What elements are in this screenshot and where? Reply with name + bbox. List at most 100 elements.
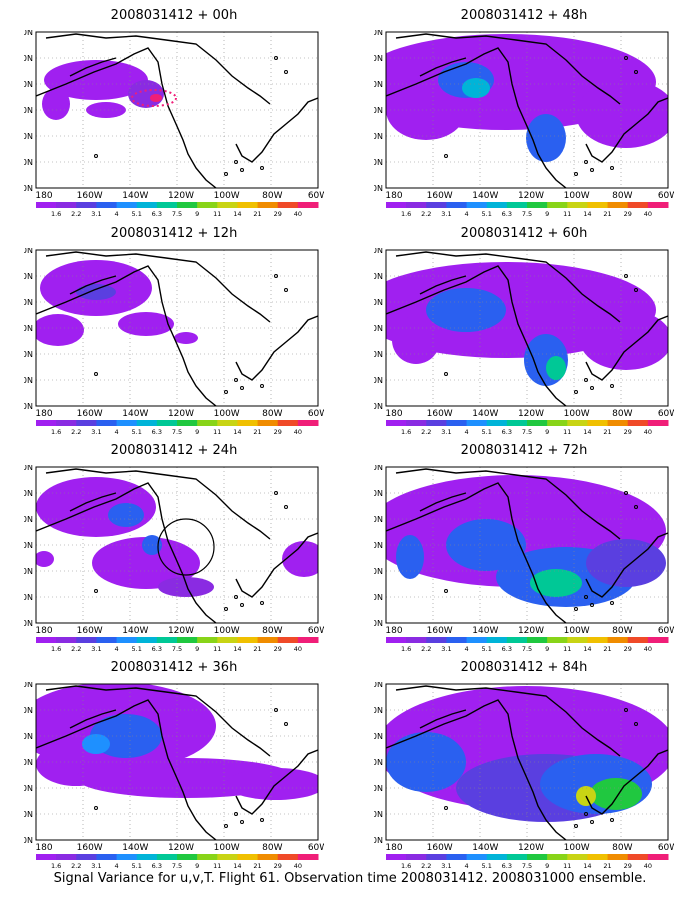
- colorbar-label: 21: [253, 428, 261, 436]
- colorbar-swatch: [607, 637, 629, 643]
- colorbar-label: 2.2: [421, 210, 431, 218]
- colorbar-swatch: [177, 202, 198, 208]
- lon-tick-label: 180: [35, 409, 52, 419]
- colorbar-label: 11: [563, 645, 571, 653]
- lat-tick-label: 50N: [24, 298, 33, 307]
- lon-tick-label: 180: [385, 191, 402, 201]
- colorbar-swatch: [506, 202, 528, 208]
- lon-tick-label: 80W: [612, 843, 632, 853]
- colorbar-label: 6.3: [502, 210, 512, 218]
- colorbar-label: 3.1: [91, 428, 101, 436]
- colorbar-label: 4: [115, 428, 119, 436]
- lon-tick-label: 120W: [168, 843, 194, 853]
- lat-tick-label: 10N: [24, 619, 33, 628]
- colorbar-swatch: [446, 420, 468, 426]
- panel-12h: 2008031412 + 12h 70N 60N 50N 40N 30N 20N 10N18…: [17, 226, 328, 440]
- lon-tick-label: 120W: [168, 191, 194, 201]
- colorbar-label: 29: [274, 645, 282, 653]
- lon-tick-label: 140W: [472, 191, 498, 201]
- colorbar-label: 4: [115, 210, 119, 218]
- colorbar-label: 11: [213, 428, 221, 436]
- colorbar-swatch: [56, 854, 77, 860]
- colorbar-swatch: [177, 420, 198, 426]
- colorbar-label: 21: [253, 210, 261, 218]
- lat-tick-label: 40N: [374, 324, 383, 333]
- lon-tick-label: 120W: [168, 626, 194, 636]
- lat-tick-label: 60N: [374, 706, 383, 715]
- panel-title: 2008031412 + 12h: [110, 226, 238, 241]
- lat-tick-label: 30N: [24, 350, 33, 359]
- colorbar-swatch: [627, 854, 649, 860]
- variance-shading: [546, 356, 566, 380]
- lon-tick-label: 60W: [308, 409, 324, 419]
- colorbar-label: 2.2: [421, 862, 431, 870]
- lon-tick-label: 100W: [214, 626, 240, 636]
- colorbar-label: 4: [465, 645, 469, 653]
- colorbar-label: 3.1: [441, 210, 451, 218]
- variance-shading: [36, 551, 54, 567]
- map: 70N 60N 50N 40N 30N 20N 10N180 160W 140W 120W 100W…: [367, 28, 678, 222]
- colorbar-swatch: [587, 854, 609, 860]
- lat-tick-label: 60N: [374, 54, 383, 63]
- lon-tick-label: 100W: [214, 843, 240, 853]
- coastline: [69, 709, 117, 729]
- colorbar-swatch: [156, 854, 178, 860]
- lon-tick-label: 100W: [214, 409, 240, 419]
- colorbar-label: 2.2: [421, 645, 431, 653]
- lat-tick-label: 20N: [24, 593, 33, 602]
- lon-tick-label: 60W: [658, 843, 674, 853]
- coastline: [36, 699, 217, 840]
- colorbar-swatch: [177, 637, 198, 643]
- lon-tick-label: 140W: [472, 409, 498, 419]
- colorbar-label: 11: [563, 428, 571, 436]
- map-svg: 70N 60N 50N 40N 30N 20N 10N180 160W 140W 120W 100W…: [367, 246, 678, 436]
- colorbar-swatch: [426, 420, 447, 426]
- lon-tick-label: 160W: [427, 409, 453, 419]
- coastline: [69, 275, 117, 295]
- variance-shading: [396, 535, 424, 579]
- lat-tick-label: 10N: [374, 836, 383, 845]
- lat-tick-label: 70N: [374, 248, 383, 255]
- colorbar-swatch: [197, 202, 218, 208]
- colorbar-swatch: [486, 202, 508, 208]
- coastline: [386, 482, 567, 623]
- colorbar-label: 11: [563, 862, 571, 870]
- colorbar-label: 5.1: [482, 428, 492, 436]
- variance-shading: [108, 503, 144, 527]
- coastline: [235, 315, 318, 381]
- coastline: [419, 275, 467, 295]
- lat-tick-label: 70N: [24, 248, 33, 255]
- colorbar-swatch: [237, 637, 259, 643]
- colorbar-swatch: [547, 420, 568, 426]
- panel-title: 2008031412 + 84h: [460, 660, 588, 675]
- lat-tick-label: 60N: [374, 489, 383, 498]
- coastline: [45, 468, 271, 540]
- colorbar-swatch: [36, 420, 57, 426]
- map-svg: 70N 60N 50N 40N 30N 20N 10N180 160W 140W 120W 100W…: [17, 246, 328, 436]
- colorbar-label: 9: [545, 645, 549, 653]
- colorbar-label: 6.3: [152, 428, 162, 436]
- panel-title: 2008031412 + 60h: [460, 226, 588, 241]
- colorbar-swatch: [466, 202, 488, 208]
- colorbar-swatch: [527, 420, 548, 426]
- colorbar-swatch: [56, 420, 77, 426]
- colorbar-label: 1.6: [51, 210, 61, 218]
- colorbar-swatch: [297, 202, 319, 208]
- lat-tick-label: 50N: [24, 80, 33, 89]
- colorbar-label: 29: [274, 428, 282, 436]
- map: 70N 60N 50N 40N 30N 20N 10N180 160W 140W 120W 100W…: [367, 463, 678, 657]
- colorbar-label: 9: [195, 210, 199, 218]
- map-svg: 70N 60N 50N 40N 30N 20N 10N180 160W 140W 120W 100W…: [17, 28, 328, 218]
- colorbar-label: 3.1: [441, 645, 451, 653]
- lat-tick-label: 40N: [374, 758, 383, 767]
- colorbar-swatch: [96, 420, 118, 426]
- variance-shading: [576, 80, 668, 148]
- colorbar-label: 4: [115, 862, 119, 870]
- colorbar-swatch: [587, 637, 609, 643]
- colorbar-swatch: [217, 637, 238, 643]
- coastline: [395, 468, 621, 540]
- colorbar-swatch: [257, 202, 279, 208]
- lat-tick-label: 30N: [24, 784, 33, 793]
- lon-tick-label: 140W: [472, 843, 498, 853]
- lat-tick-label: 20N: [374, 593, 383, 602]
